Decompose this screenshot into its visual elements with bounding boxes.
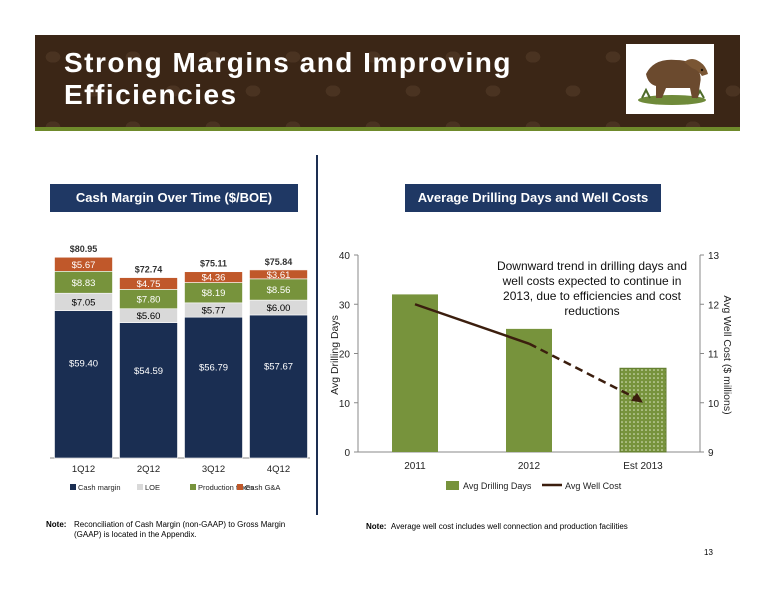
bar-segment: [184, 316, 243, 459]
data-label: $8.83: [72, 278, 96, 289]
x-tick-label: Est 2013: [623, 461, 663, 472]
data-label: $7.80: [137, 295, 161, 306]
data-label: $8.56: [267, 285, 291, 296]
y2-tick-label: 11: [708, 350, 719, 361]
legend-swatch: [446, 481, 459, 490]
legend-label: Avg Drilling Days: [463, 481, 532, 491]
legend-label: Production taxes: [198, 483, 254, 492]
cash-margin-chart-header: Cash Margin Over Time ($/BOE): [50, 184, 298, 212]
y-tick-label: 40: [339, 251, 351, 262]
panel-divider: [316, 155, 318, 515]
arrow-head-icon: [631, 392, 643, 403]
note-right-label: Note:: [366, 522, 387, 531]
well-cost-line-estimate: [528, 342, 638, 400]
note-left: Note: Reconciliation of Cash Margin (non-…: [46, 520, 316, 540]
x-tick-label: 3Q12: [202, 464, 225, 475]
x-tick-label: 2012: [518, 461, 541, 472]
data-label: $5.60: [137, 311, 161, 322]
total-label: $75.11: [200, 259, 227, 269]
data-label: $56.79: [199, 363, 228, 374]
bar-segment: [54, 310, 113, 459]
legend-swatch: [137, 484, 143, 490]
y2-tick-label: 10: [708, 399, 720, 410]
bar-segment: [184, 271, 243, 283]
legend-label: LOE: [145, 483, 160, 492]
data-label: $4.75: [137, 279, 161, 290]
data-label: $4.36: [202, 273, 226, 284]
y-tick-label: 20: [339, 350, 351, 361]
legend-label: Cash G&A: [245, 483, 280, 492]
note-left-text: Reconciliation of Cash Margin (non-GAAP)…: [74, 520, 286, 539]
bar-segment: [119, 322, 178, 459]
page-number: 13: [704, 548, 713, 557]
data-label: $5.77: [202, 306, 226, 317]
slide-title: Strong Margins and Improving Efficiencie…: [64, 47, 513, 110]
chart-annotation: Downward trend in drilling days and well …: [497, 259, 687, 318]
legend-swatch: [190, 484, 196, 490]
total-label: $75.84: [265, 257, 293, 267]
data-label: $54.59: [134, 366, 163, 377]
well-cost-line: [414, 303, 530, 345]
x-tick-label: 4Q12: [267, 464, 290, 475]
y2-tick-label: 13: [708, 251, 720, 262]
bar-segment: [54, 256, 113, 272]
data-label: $5.67: [72, 260, 96, 271]
y2-tick-label: 9: [708, 448, 714, 459]
bar: [506, 328, 552, 452]
y-tick-label: 10: [339, 399, 351, 410]
data-label: $8.19: [202, 288, 226, 299]
note-right-text: Average well cost includes well connecti…: [390, 522, 628, 531]
data-label: $59.40: [69, 359, 98, 370]
data-label: $6.00: [267, 303, 291, 314]
y2-axis-title: Avg Well Cost ($ millions): [721, 295, 733, 414]
legend-swatch: [70, 484, 76, 490]
data-label: $7.05: [72, 297, 96, 308]
data-label: $57.67: [264, 361, 293, 372]
legend-label: Cash margin: [78, 483, 121, 492]
y-tick-label: 30: [339, 300, 351, 311]
x-tick-label: 2011: [404, 461, 426, 472]
total-label: $80.95: [70, 244, 98, 254]
drilling-chart-header: Average Drilling Days and Well Costs: [405, 184, 661, 212]
legend-label: Avg Well Cost: [565, 481, 622, 491]
x-tick-label: 2Q12: [137, 464, 160, 475]
legend-swatch: [237, 484, 243, 490]
y-axis-title: Avg Drilling Days: [329, 315, 341, 395]
bear-icon: [638, 59, 708, 105]
bar-segment: [119, 277, 178, 290]
title-banner: [35, 35, 740, 127]
bar: [619, 367, 667, 453]
y2-tick-label: 12: [708, 300, 720, 311]
note-right: Note: Average well cost includes well co…: [366, 522, 696, 532]
bear-logo: [626, 44, 714, 114]
banner-accent-stripe: [35, 127, 740, 131]
y-tick-label: 0: [344, 448, 350, 459]
bar-segment: [249, 314, 308, 459]
x-tick-label: 1Q12: [72, 464, 95, 475]
bar: [392, 294, 438, 452]
data-label: $3.61: [267, 270, 291, 281]
note-left-label: Note:: [46, 520, 67, 529]
total-label: $72.74: [135, 265, 163, 275]
bar-segment: [249, 269, 308, 280]
